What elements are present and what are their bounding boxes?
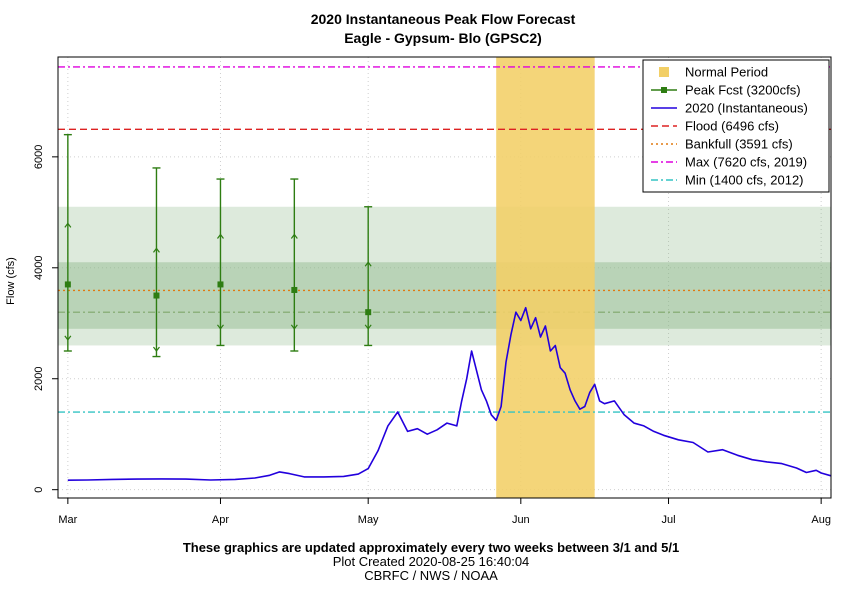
y-axis-label: Flow (cfs) (5, 257, 17, 305)
legend-label: Max (7620 cfs, 2019) (685, 155, 807, 170)
legend-label: Bankfull (3591 cfs) (685, 137, 793, 152)
forecast-mark (290, 178, 299, 352)
legend-label: 2020 (Instantaneous) (685, 101, 808, 116)
forecast-p10-arrow (216, 233, 224, 239)
forecast-point (291, 286, 298, 293)
axes: 0 2000 4000 6000 Mar Apr May Jun Jul Aug (33, 56, 832, 526)
forecast-p10-arrow (64, 222, 72, 228)
forecast-point (217, 281, 224, 288)
forecast-band-outer (58, 206, 831, 346)
forecast-point (64, 281, 71, 288)
footer-note: These graphics are updated approximately… (182, 540, 680, 555)
legend-label: Flood (6496 cfs) (685, 119, 779, 134)
x-tick-label: Jul (661, 514, 675, 526)
x-tick-label: Aug (811, 514, 831, 526)
legend: Normal Period Peak Fcst (3200cfs) 2020 (In… (642, 59, 830, 193)
forecast-mark (216, 178, 225, 347)
legend-label: Min (1400 cfs, 2012) (685, 173, 804, 188)
x-tick-label: Mar (58, 514, 77, 526)
forecast-p90-arrow (64, 335, 72, 341)
normal-period-span (496, 57, 595, 498)
y-tick-label: 4000 (33, 256, 45, 280)
y-tick-label: 0 (33, 487, 45, 493)
plot-frame (57, 56, 832, 499)
legend-swatch (659, 67, 669, 77)
flow-chart: 2020 Instantaneous Peak Flow Forecast Ea… (5, 11, 832, 526)
y-tick-label: 6000 (33, 145, 45, 169)
forecast-point (365, 309, 372, 316)
forecast-p10-arrow (290, 233, 298, 239)
flow-series (67, 306, 832, 481)
footer-credit: CBRFC / NWS / NOAA (364, 568, 498, 583)
normal-period-rect (496, 57, 595, 498)
forecast-p10-arrow (152, 247, 160, 253)
forecast-p90-arrow (364, 324, 372, 330)
forecast-band-inner (58, 262, 831, 329)
forecast-p90-arrow (152, 346, 160, 352)
legend-box (642, 59, 830, 193)
x-tick-label: May (358, 514, 379, 526)
peak-forecast-marks (63, 133, 373, 358)
forecast-bands (58, 206, 831, 346)
forecast-p90-arrow (290, 324, 298, 330)
forecast-p90-arrow (216, 324, 224, 330)
legend-label: Peak Fcst (3200cfs) (685, 83, 801, 98)
chart-title: 2020 Instantaneous Peak Flow Forecast (311, 11, 576, 27)
forecast-mark (63, 133, 72, 352)
forecast-point (153, 292, 160, 299)
forecast-mark (364, 206, 373, 347)
x-tick-label: Jun (512, 514, 530, 526)
forecast-mark (152, 167, 161, 358)
forecast-p10-arrow (364, 261, 372, 267)
chart-subtitle: Eagle - Gypsum- Blo (GPSC2) (344, 30, 542, 46)
y-tick-label: 2000 (33, 366, 45, 390)
x-tick-label: Apr (212, 514, 229, 526)
legend-swatch-marker (661, 87, 667, 93)
footer-created: Plot Created 2020-08-25 16:40:04 (332, 554, 530, 569)
series-line-2020 (67, 306, 832, 481)
legend-label: Normal Period (685, 65, 768, 80)
